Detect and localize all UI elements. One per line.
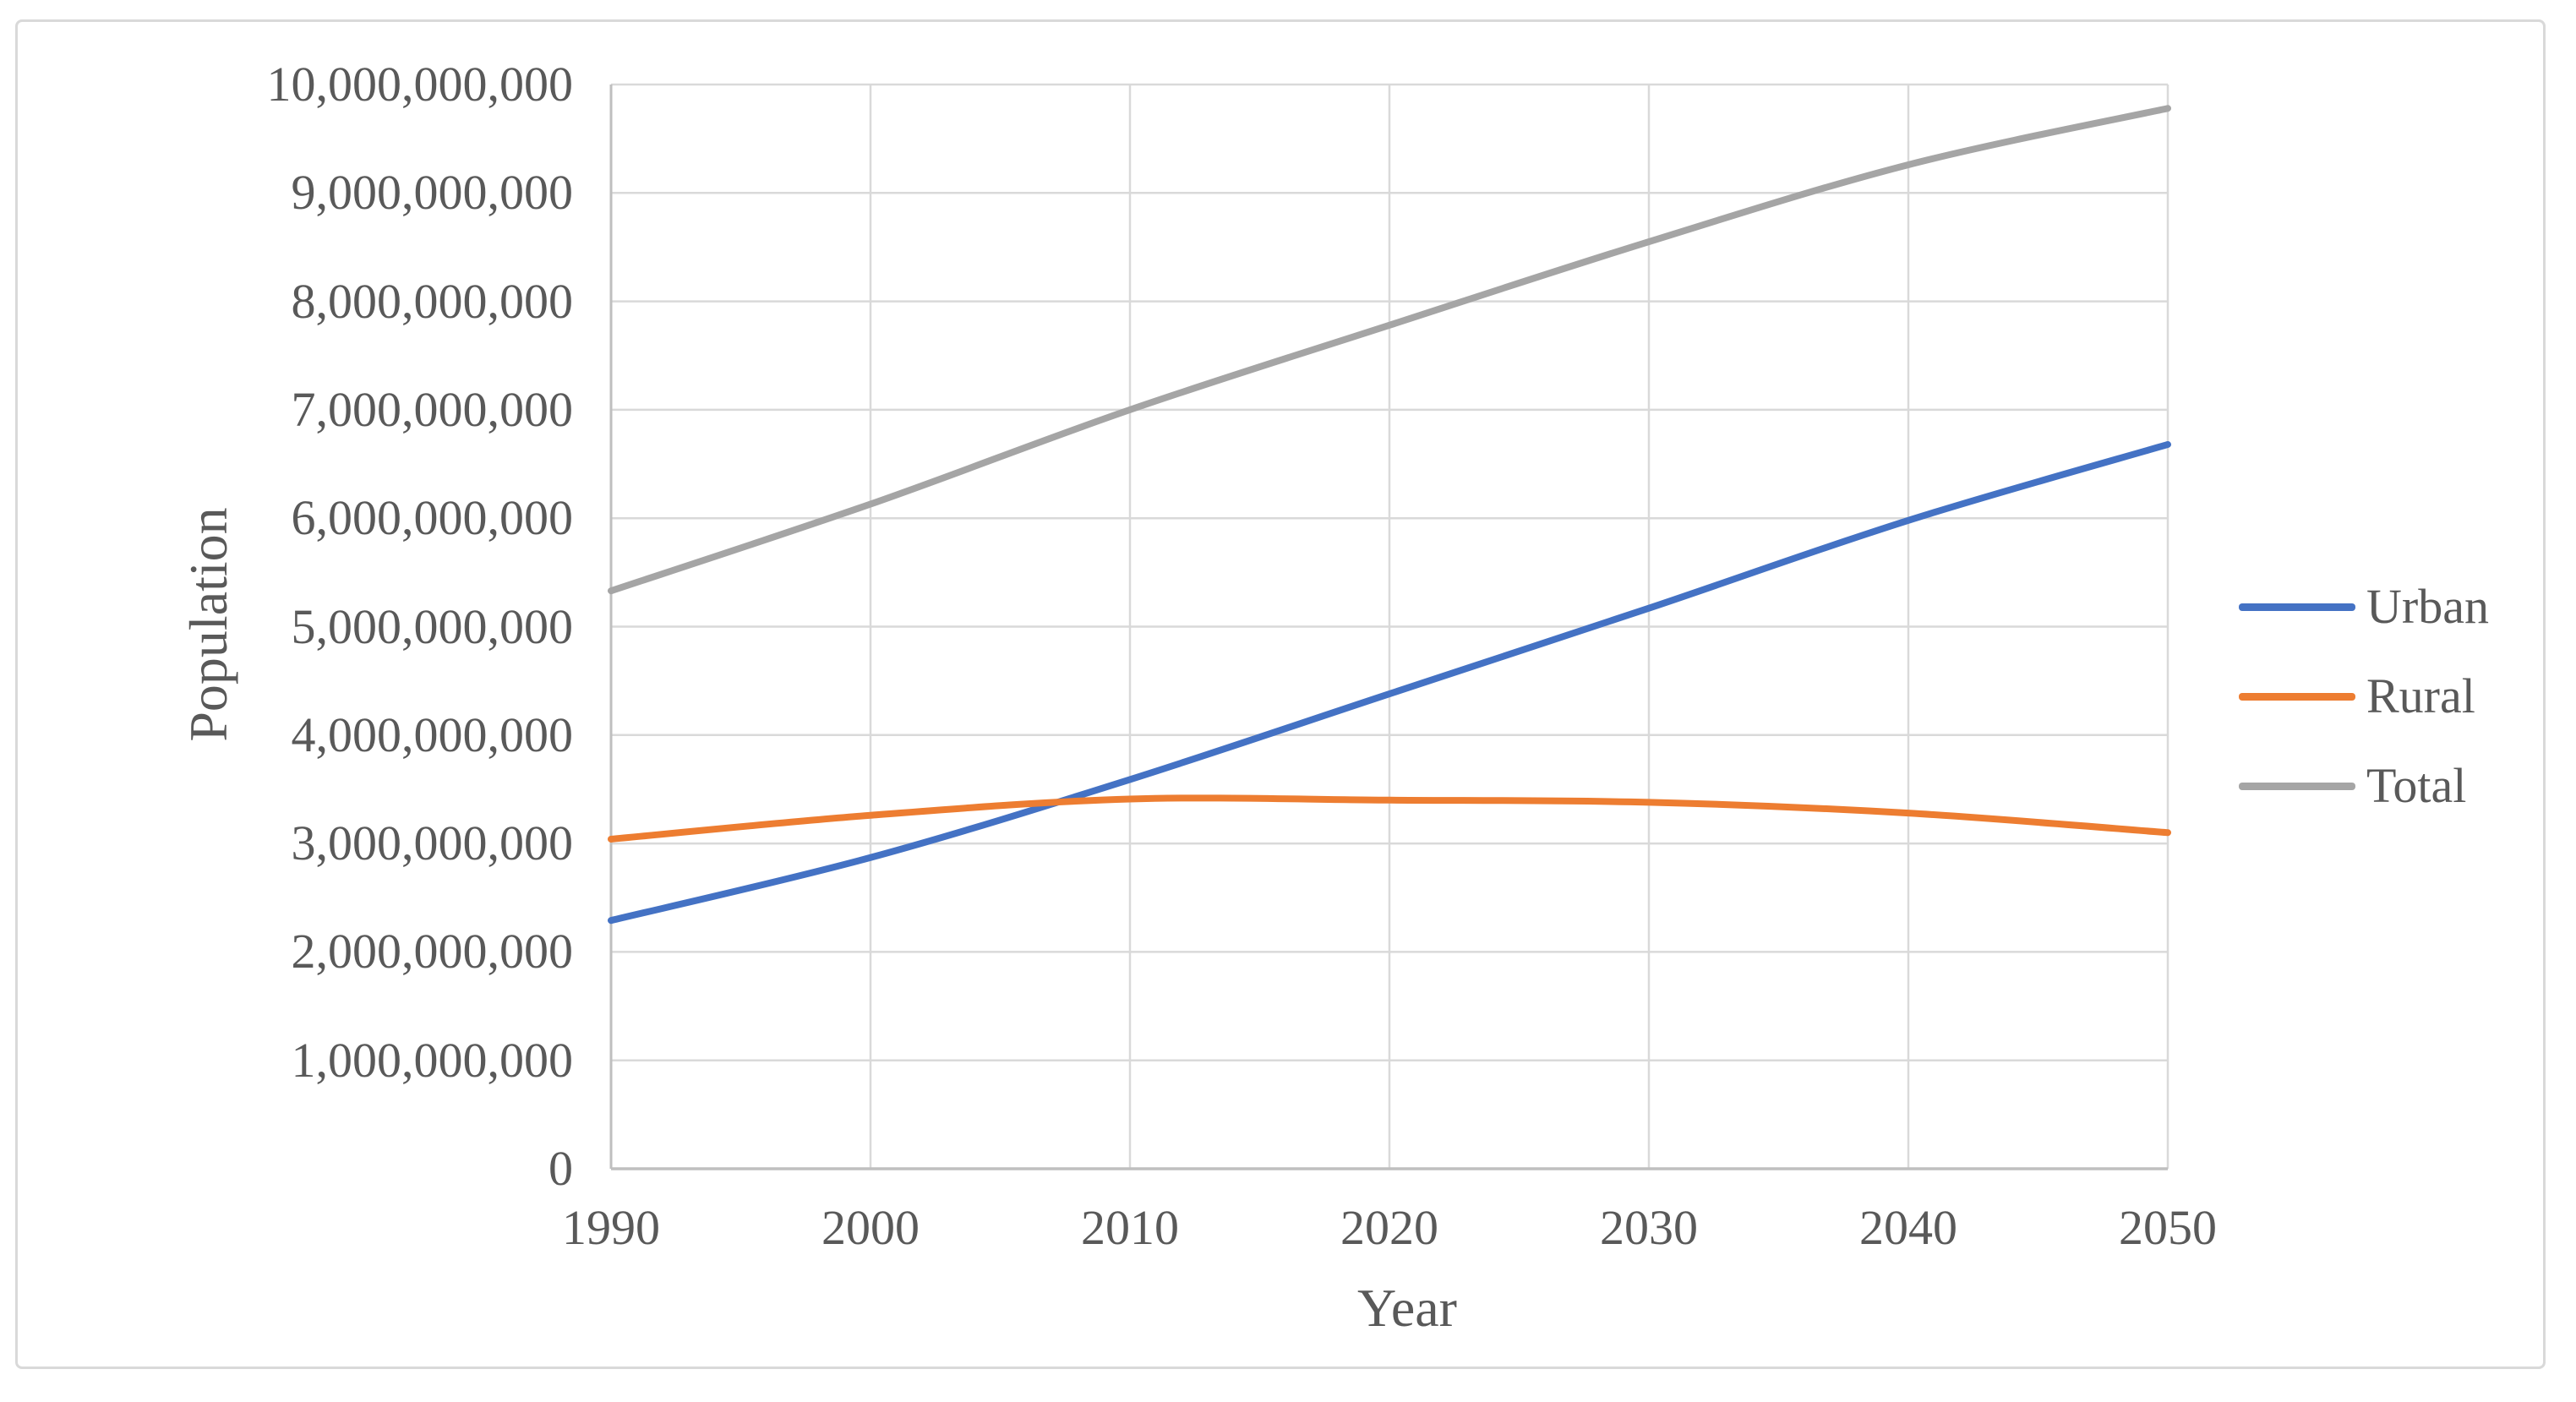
legend-swatch-urban xyxy=(2239,603,2355,611)
x-tick-label: 2000 xyxy=(821,1200,920,1255)
y-axis-title: Population xyxy=(178,507,238,742)
x-tick-label: 2030 xyxy=(1600,1200,1698,1255)
urban-line xyxy=(608,440,2171,925)
y-tick-label: 7,000,000,000 xyxy=(291,381,574,437)
y-tick-label: 3,000,000,000 xyxy=(291,816,574,871)
y-tick-label: 9,000,000,000 xyxy=(291,165,574,221)
x-tick-label: 2050 xyxy=(2119,1200,2217,1255)
rural-line xyxy=(608,794,2171,843)
legend-swatch-rural xyxy=(2239,693,2355,701)
y-tick-label: 6,000,000,000 xyxy=(291,490,574,546)
legend: Urban Rural Total xyxy=(2239,0,2560,1402)
x-tick-label: 2040 xyxy=(1859,1200,1957,1255)
legend-label: Rural xyxy=(2366,668,2475,723)
legend-label: Total xyxy=(2366,758,2467,813)
legend-swatch-total xyxy=(2239,783,2355,790)
total-line xyxy=(608,105,2171,595)
x-tick-label: 2020 xyxy=(1340,1200,1438,1255)
x-tick-label: 1990 xyxy=(562,1200,660,1255)
x-tick-label: 2010 xyxy=(1081,1200,1179,1255)
y-tick-label: 4,000,000,000 xyxy=(291,706,574,762)
chart-frame xyxy=(15,19,2546,1369)
x-axis-title: Year xyxy=(1357,1278,1457,1338)
legend-label: Urban xyxy=(2366,579,2489,634)
y-tick-label: 10,000,000,000 xyxy=(266,57,574,112)
y-tick-label: 2,000,000,000 xyxy=(291,924,574,979)
y-tick-label: 1,000,000,000 xyxy=(291,1032,574,1088)
y-tick-label: 5,000,000,000 xyxy=(291,598,574,654)
y-tick-label: 8,000,000,000 xyxy=(291,273,574,329)
y-tick-label: 0 xyxy=(548,1141,573,1196)
